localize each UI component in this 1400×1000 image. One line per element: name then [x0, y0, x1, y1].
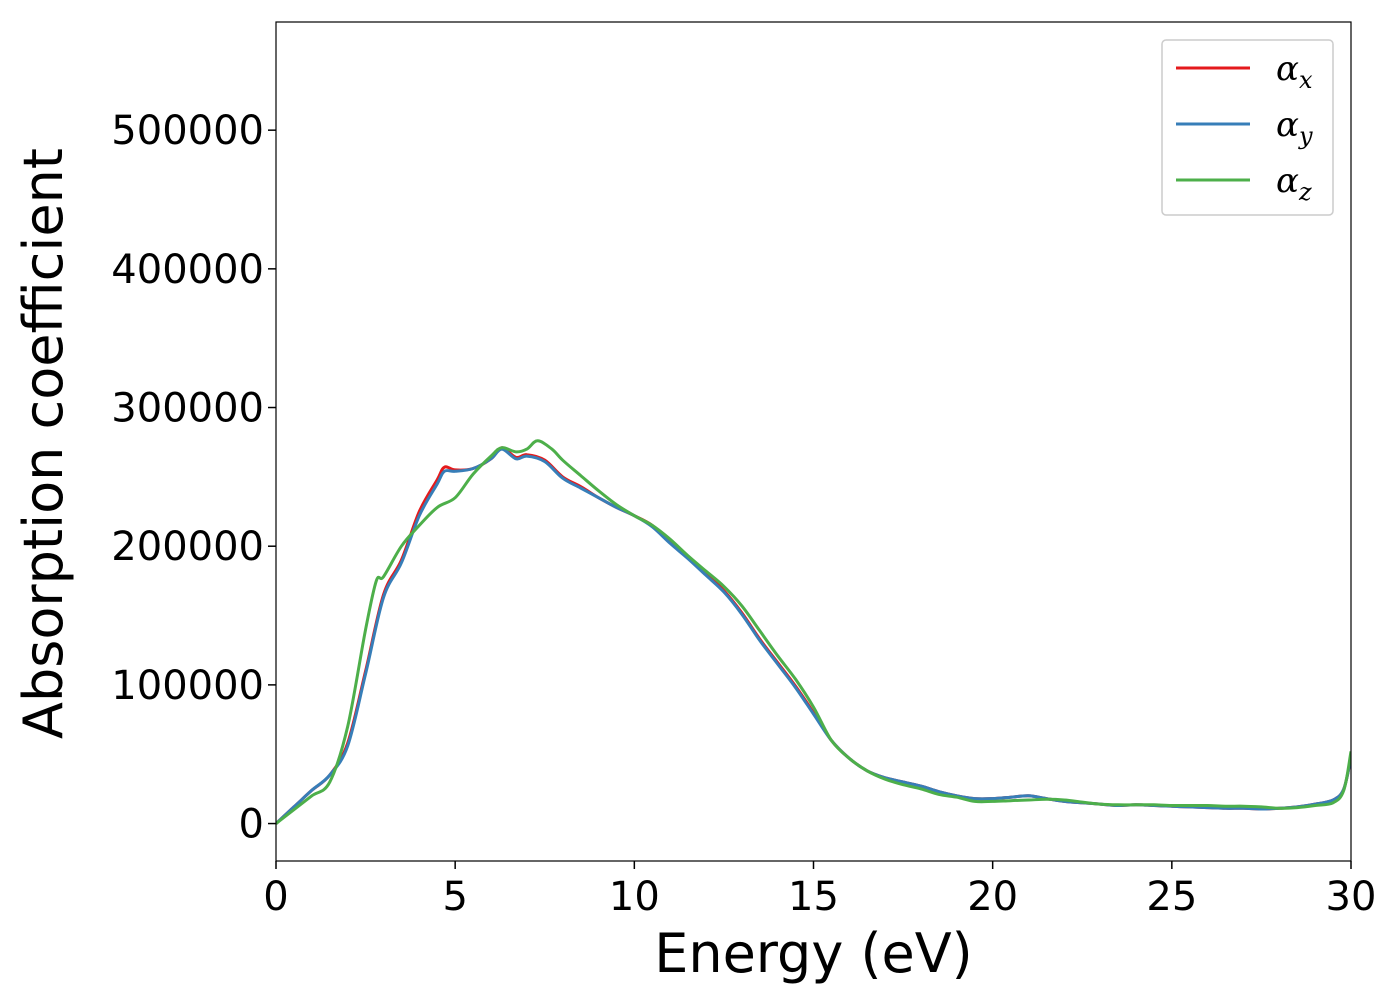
legend: αx αy αz: [1161, 39, 1334, 216]
y-tick-label: 200000: [111, 524, 264, 570]
series-layer: [276, 439, 1351, 825]
series-line-z: [276, 439, 1351, 825]
y-tick-label: 100000: [111, 663, 264, 709]
x-axis-title: Energy (eV): [654, 922, 973, 985]
legend-label-z: αz: [1276, 161, 1312, 206]
legend-box: [1161, 39, 1334, 216]
x-axis: 0 5 10 15 20 25 30: [263, 861, 1376, 920]
legend-label-y: αy: [1276, 105, 1313, 150]
y-tick-label: 500000: [111, 108, 264, 154]
x-tick-label: 10: [609, 874, 660, 920]
y-axis-title: Absorption coefficient: [12, 148, 75, 739]
y-tick-label: 0: [239, 802, 264, 848]
legend-label-x: αx: [1276, 49, 1313, 94]
x-tick-label: 25: [1146, 874, 1197, 920]
x-tick-label: 30: [1326, 874, 1377, 920]
y-tick-label: 300000: [111, 386, 264, 432]
x-tick-label: 20: [967, 874, 1018, 920]
y-tick-label: 400000: [111, 247, 264, 293]
x-tick-label: 15: [788, 874, 839, 920]
x-tick-label: 5: [442, 874, 467, 920]
y-axis: 0 100000 200000 300000 400000 500000: [111, 108, 276, 848]
x-tick-label: 0: [263, 874, 288, 920]
